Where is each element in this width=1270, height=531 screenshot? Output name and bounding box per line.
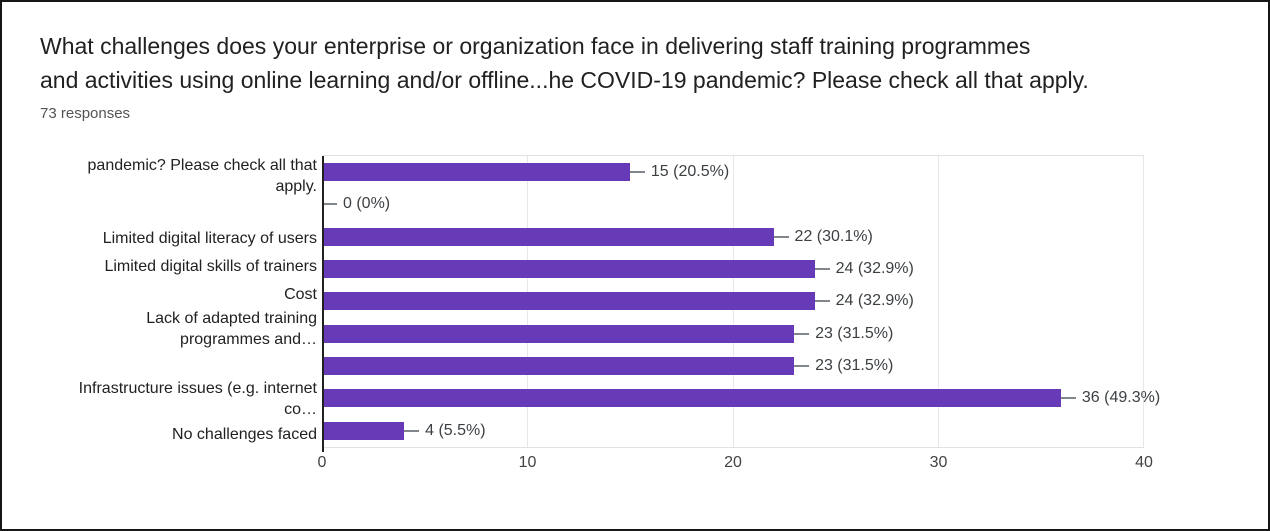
plot-area: 15 (20.5%) 0 (0%) 22 (30.1%) 24 (32.9%) 24 (… bbox=[322, 155, 1160, 452]
callout-line bbox=[1060, 397, 1076, 400]
x-axis: 0 10 20 30 40 bbox=[318, 454, 1153, 476]
response-count: 73 responses bbox=[40, 105, 131, 122]
value-label: 15 (20.5%) bbox=[650, 163, 730, 181]
callout-line bbox=[794, 365, 810, 368]
x-tick-label: 10 bbox=[518, 454, 537, 471]
bar-row: 0 (0%) bbox=[322, 188, 1143, 220]
category-label: pandemic? Please check all that apply. bbox=[87, 157, 317, 195]
category-label: Cost bbox=[284, 285, 317, 303]
category-label bbox=[10, 197, 317, 225]
callout-line bbox=[404, 429, 420, 432]
callout-line bbox=[814, 268, 830, 271]
x-tick-label: 30 bbox=[929, 454, 948, 471]
callout-line bbox=[814, 300, 830, 303]
x-tick-label: 40 bbox=[1135, 454, 1153, 471]
x-tick-label: 0 bbox=[317, 454, 327, 471]
category-label: No challenges faced bbox=[172, 425, 317, 443]
category-label: Lack of adapted training programmes and… bbox=[146, 310, 317, 349]
bar-row: 36 (49.3%) bbox=[322, 382, 1160, 414]
y-axis-line bbox=[322, 156, 324, 452]
value-label: 4 (5.5%) bbox=[425, 421, 486, 439]
x-tick-label: 20 bbox=[724, 454, 742, 471]
bar-row: 22 (30.1%) bbox=[322, 221, 1143, 253]
value-label: 23 (31.5%) bbox=[815, 324, 894, 342]
bar-row: 23 (31.5%) bbox=[322, 318, 1143, 350]
bar bbox=[322, 389, 1061, 408]
category-label-column: pandemic? Please check all that apply. Li… bbox=[10, 155, 317, 448]
bar bbox=[322, 292, 815, 311]
bar-row: 4 (5.5%) bbox=[322, 415, 1143, 447]
callout-line bbox=[794, 332, 810, 335]
bar-row: 23 (31.5%) bbox=[322, 350, 1143, 382]
callout-line bbox=[773, 235, 789, 238]
bar bbox=[322, 357, 795, 376]
category-label: Infrastructure issues (e.g. internet co… bbox=[78, 380, 317, 419]
category-label bbox=[10, 350, 317, 378]
gridline bbox=[1143, 156, 1144, 447]
value-label: 23 (31.5%) bbox=[815, 357, 894, 375]
category-label: Limited digital skills of trainers bbox=[104, 258, 317, 276]
bar bbox=[322, 227, 774, 246]
callout-line bbox=[322, 203, 337, 206]
bar-row: 24 (32.9%) bbox=[322, 253, 1143, 285]
gridline bbox=[937, 156, 939, 447]
callout-line bbox=[629, 171, 645, 174]
bar bbox=[322, 324, 795, 343]
bar-row: 24 (32.9%) bbox=[322, 285, 1143, 317]
value-label: 0 (0%) bbox=[343, 195, 391, 213]
category-label: Limited digital literacy of users bbox=[102, 230, 317, 248]
value-label: 36 (49.3%) bbox=[1081, 389, 1161, 407]
bar bbox=[322, 421, 405, 440]
value-label: 24 (32.9%) bbox=[835, 260, 914, 278]
bar bbox=[322, 260, 815, 279]
value-label: 22 (30.1%) bbox=[794, 227, 873, 245]
bar-row: 15 (20.5%) bbox=[322, 156, 1143, 188]
value-label: 24 (32.9%) bbox=[835, 292, 914, 310]
question-title: What challenges does your enterprise or … bbox=[40, 33, 1089, 93]
bar bbox=[322, 163, 630, 182]
